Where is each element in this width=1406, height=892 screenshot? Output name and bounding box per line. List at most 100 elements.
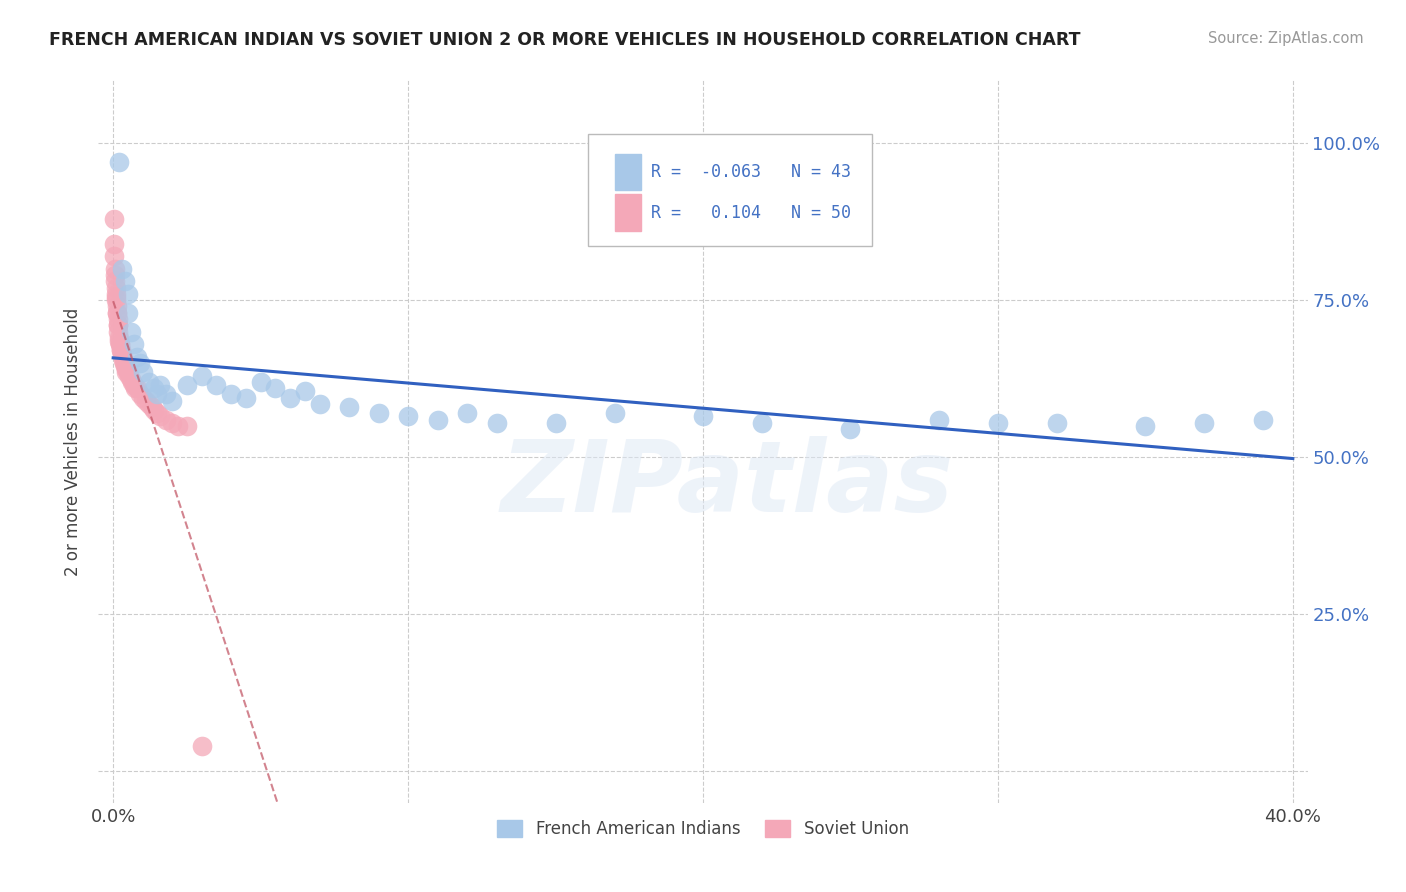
Point	[131, 366, 153, 380]
Point	[111, 350, 134, 364]
Point	[108, 334, 131, 348]
Point	[692, 409, 714, 424]
Point	[396, 409, 419, 424]
Point	[426, 412, 449, 426]
Point	[155, 412, 177, 426]
Point	[122, 337, 145, 351]
Point	[337, 400, 360, 414]
Point	[115, 366, 138, 380]
Point	[928, 412, 950, 426]
Point	[125, 350, 148, 364]
Point	[107, 325, 129, 339]
Point	[107, 331, 129, 345]
Text: R =   0.104   N = 50: R = 0.104 N = 50	[651, 203, 851, 221]
Point	[1253, 412, 1275, 426]
Point	[190, 368, 212, 383]
Point	[121, 375, 143, 389]
Point	[111, 261, 134, 276]
Point	[110, 343, 132, 358]
Point	[146, 406, 169, 420]
Point	[110, 343, 132, 358]
Point	[308, 397, 330, 411]
Point	[105, 290, 128, 304]
Y-axis label: 2 or more Vehicles in Household: 2 or more Vehicles in Household	[65, 308, 83, 575]
Point	[105, 306, 128, 320]
Text: ZIPatlas: ZIPatlas	[501, 436, 953, 533]
FancyBboxPatch shape	[614, 194, 641, 230]
Point	[138, 375, 160, 389]
Point	[1135, 418, 1157, 433]
Point	[110, 337, 132, 351]
Point	[278, 391, 301, 405]
Point	[176, 418, 198, 433]
Point	[155, 387, 177, 401]
Point	[149, 409, 172, 424]
Point	[219, 387, 242, 401]
Point	[190, 739, 212, 754]
Point	[264, 381, 287, 395]
Point	[117, 286, 139, 301]
Point	[103, 249, 125, 263]
Point	[367, 406, 389, 420]
Point	[114, 359, 136, 373]
Point	[108, 337, 131, 351]
Point	[114, 274, 136, 288]
Point	[839, 422, 862, 436]
Point	[114, 362, 136, 376]
Point	[294, 384, 316, 399]
Point	[176, 378, 198, 392]
FancyBboxPatch shape	[588, 135, 872, 246]
Point	[167, 418, 190, 433]
Point	[125, 381, 148, 395]
Point	[128, 356, 150, 370]
Point	[117, 306, 139, 320]
Point	[103, 211, 125, 226]
Point	[112, 356, 135, 370]
Point	[205, 378, 228, 392]
Point	[118, 368, 141, 383]
Point	[117, 366, 139, 380]
Point	[104, 286, 127, 301]
Point	[603, 406, 626, 420]
Point	[987, 416, 1010, 430]
Point	[128, 387, 150, 401]
Point	[135, 393, 157, 408]
Point	[249, 375, 271, 389]
Point	[124, 381, 146, 395]
Point	[104, 261, 127, 276]
Point	[105, 306, 128, 320]
Point	[120, 372, 142, 386]
Point	[1194, 416, 1216, 430]
Point	[131, 391, 153, 405]
Point	[112, 352, 135, 367]
Point	[104, 274, 127, 288]
Point	[105, 300, 128, 314]
Point	[143, 381, 166, 395]
Point	[111, 346, 134, 360]
Point	[120, 325, 142, 339]
Point	[160, 416, 183, 430]
Point	[485, 416, 508, 430]
Point	[138, 397, 160, 411]
Text: R =  -0.063   N = 43: R = -0.063 N = 43	[651, 163, 851, 181]
Point	[141, 400, 163, 414]
Point	[143, 403, 166, 417]
Point	[107, 312, 129, 326]
Text: Source: ZipAtlas.com: Source: ZipAtlas.com	[1208, 31, 1364, 46]
Point	[149, 378, 172, 392]
Point	[104, 280, 127, 294]
Point	[108, 155, 131, 169]
Point	[146, 387, 169, 401]
Text: FRENCH AMERICAN INDIAN VS SOVIET UNION 2 OR MORE VEHICLES IN HOUSEHOLD CORRELATI: FRENCH AMERICAN INDIAN VS SOVIET UNION 2…	[49, 31, 1081, 49]
Point	[105, 293, 128, 308]
Point	[544, 416, 567, 430]
Point	[751, 416, 773, 430]
Point	[1046, 416, 1069, 430]
Point	[104, 268, 127, 282]
Point	[122, 378, 145, 392]
Point	[160, 393, 183, 408]
Legend: French American Indians, Soviet Union: French American Indians, Soviet Union	[491, 814, 915, 845]
Point	[456, 406, 478, 420]
Point	[235, 391, 257, 405]
Point	[107, 318, 129, 333]
